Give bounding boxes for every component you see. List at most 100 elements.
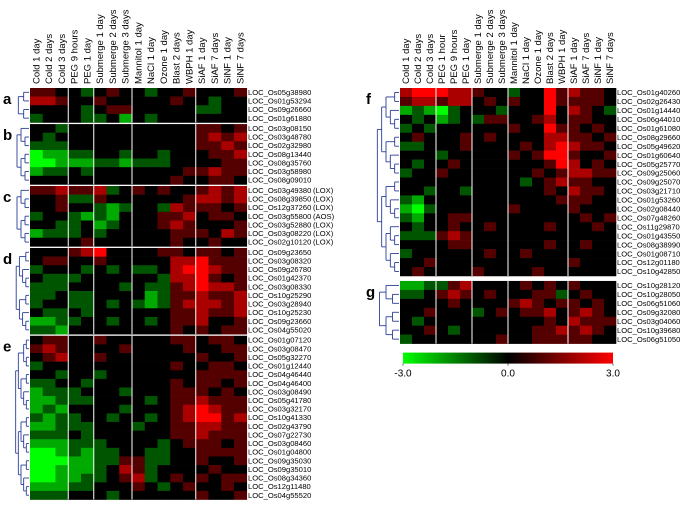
heatmap-cell [132, 325, 146, 335]
row-note: (LOX) [313, 229, 334, 238]
heatmap-cell [195, 265, 209, 275]
heatmap-cell [592, 141, 605, 151]
heatmap-cell [544, 307, 557, 318]
heatmap-cell [234, 203, 248, 213]
heatmap-cell [580, 213, 593, 223]
heatmap-cell [144, 229, 158, 239]
heatmap-cell [604, 258, 617, 268]
heatmap-cell [55, 113, 69, 123]
heatmap-cell [436, 105, 449, 116]
heatmap-cell [183, 421, 197, 431]
heatmap-cell [106, 361, 120, 371]
heatmap-cell [580, 307, 593, 318]
heatmap-cell [580, 132, 593, 142]
heatmap-cell [119, 203, 133, 213]
heatmap-cell [484, 141, 497, 151]
row-note: (LOX) [313, 195, 334, 204]
heatmap-cell [592, 325, 605, 335]
heatmap-cell [496, 249, 509, 259]
heatmap-cell [520, 289, 533, 300]
group-label: e [3, 339, 11, 356]
heatmap-cell [532, 213, 545, 223]
heatmap-cell [568, 159, 581, 169]
heatmap-cell [400, 316, 413, 326]
heatmap-cell [170, 124, 184, 133]
heatmap-cell [556, 222, 569, 232]
heatmap-cell [221, 194, 235, 204]
heatmap-cell [42, 96, 56, 106]
heatmap-cell [132, 158, 146, 168]
heatmap-cell [68, 167, 82, 177]
heatmap-cell [544, 249, 557, 259]
heatmap-cell [221, 396, 235, 406]
row-label: LOC_Os08g34360 [248, 474, 311, 483]
heatmap-cell [448, 204, 461, 214]
heatmap-cell [30, 447, 44, 457]
heatmap-cell [195, 175, 209, 185]
heatmap-cell [221, 158, 235, 168]
heatmap-cell [508, 186, 521, 196]
heatmap-cell [448, 213, 461, 223]
heatmap-cell [30, 396, 44, 406]
heatmap-cell [106, 335, 120, 345]
heatmap-cell [436, 240, 449, 250]
heatmap-cell [42, 404, 56, 414]
heatmap-cell [68, 282, 82, 292]
heatmap-cell [81, 149, 95, 159]
heatmap-cell [30, 370, 44, 380]
column-label: PEG 1 day [461, 38, 472, 84]
heatmap-cell [68, 344, 82, 354]
heatmap-cell [81, 430, 95, 440]
heatmap-cell [556, 289, 569, 300]
heatmap-cell [93, 396, 107, 406]
heatmap-cell [568, 267, 581, 277]
heatmap-cell [144, 378, 158, 388]
heatmap-cell [520, 159, 533, 169]
heatmap-cell [30, 335, 44, 345]
heatmap-cell [106, 456, 120, 466]
heatmap-cell [400, 168, 413, 178]
heatmap-cell [195, 141, 209, 151]
column-label: SiNF 7 days [235, 32, 246, 84]
heatmap-cell [55, 378, 69, 388]
heatmap-cell [520, 258, 533, 268]
heatmap-cell [183, 413, 197, 423]
heatmap-cell [93, 203, 107, 213]
heatmap-cell [195, 308, 209, 318]
heatmap-cell [520, 240, 533, 250]
heatmap-cell [400, 289, 413, 300]
heatmap-cell [424, 141, 437, 151]
heatmap-cell [68, 256, 82, 266]
heatmap-cell [81, 316, 95, 326]
heatmap-cell [30, 473, 44, 483]
heatmap-cell [195, 465, 209, 474]
heatmap-cell [93, 404, 107, 414]
heatmap-cell [208, 490, 222, 500]
heatmap-cell [460, 123, 473, 134]
heatmap-cell [234, 308, 248, 318]
heatmap-cell [157, 370, 171, 380]
heatmap-cell [496, 325, 509, 335]
heatmap-cell [508, 123, 521, 134]
heatmap-cell [520, 195, 533, 205]
heatmap-cell [183, 335, 197, 345]
heatmap-cell [170, 396, 184, 406]
heatmap-cell [106, 344, 120, 354]
row-label: LOC_Os08g38990 [617, 240, 680, 249]
heatmap-cell [544, 280, 557, 291]
heatmap-cell [157, 96, 171, 106]
heatmap-cell [119, 158, 133, 168]
heatmap-cell [520, 222, 533, 232]
heatmap-cell [424, 213, 437, 223]
heatmap-cell [93, 186, 107, 195]
heatmap-cell [195, 396, 209, 406]
heatmap-cell [472, 150, 485, 160]
heatmap-cell [106, 325, 120, 335]
heatmap-cell [412, 231, 425, 241]
heatmap-cell [30, 387, 44, 397]
heatmap-cell [157, 124, 171, 133]
row-label: LOC_Os02g10120 [248, 238, 311, 247]
heatmap-cell [604, 289, 617, 300]
heatmap-cell [170, 220, 184, 230]
heatmap-cell [604, 334, 617, 344]
